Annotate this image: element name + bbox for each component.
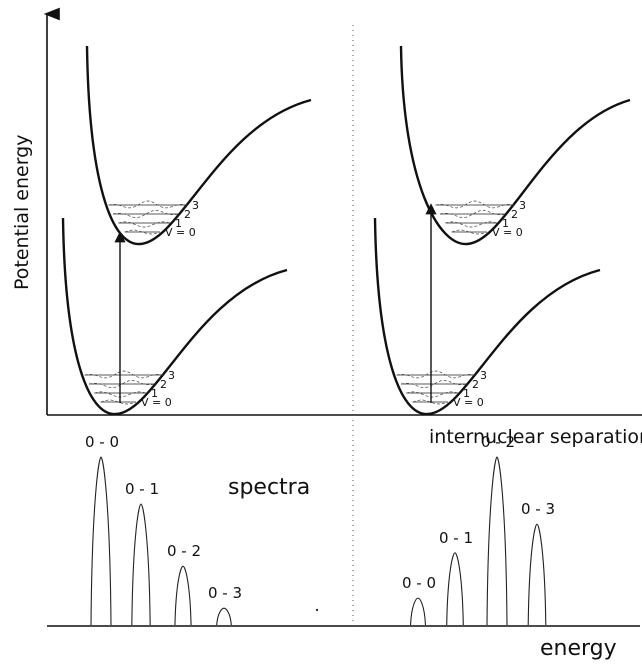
spectrum-peak: [216, 607, 232, 626]
spectrum-peak-label: 0 - 3: [208, 584, 242, 602]
vibrational-wavefunction: [412, 399, 449, 405]
potential-curve: [373, 217, 601, 416]
spectrum-peak-label: 0 - 3: [521, 500, 555, 518]
spectrum-peak: [446, 552, 464, 626]
spectrum-peak: [527, 523, 547, 626]
spectrum-peak: [174, 565, 192, 626]
vibrational-wavefunction: [84, 370, 164, 379]
potential-curve: [61, 217, 288, 416]
vibrational-level-label: 1: [151, 387, 158, 400]
vibrational-level-label: V = 0: [141, 396, 172, 409]
vibrational-wavefunction: [124, 229, 161, 235]
spectrum-peak-label: 0 - 1: [125, 480, 159, 498]
spectrum-right: 0 - 0 0 - 1 0 - 2 0 - 3: [402, 433, 555, 626]
vibrational-level-label: V = 0: [453, 396, 484, 409]
spectrum-peak-label: 0 - 2: [481, 433, 515, 451]
stray-dot: [315, 608, 319, 612]
spectrum-peak: [409, 597, 427, 626]
vibrational-level-label: 2: [184, 208, 191, 221]
spectra-label: spectra: [228, 475, 310, 500]
spectrum-left: 0 - 0 0 - 1 0 - 2 0 - 3: [85, 433, 242, 626]
vibrational-wavefunction: [435, 200, 515, 209]
vibrational-level-label: 1: [502, 217, 509, 230]
vibrational-wavefunction: [396, 370, 476, 379]
vibrational-wavefunction: [118, 221, 171, 228]
vibrational-wavefunction: [88, 380, 156, 388]
vibrational-level-label: 1: [175, 217, 182, 230]
potential-curve: [85, 45, 312, 246]
vibrational-level-label: 3: [192, 199, 199, 212]
vibrational-level-label: 2: [160, 378, 167, 391]
vibrational-level-label: V = 0: [165, 226, 196, 239]
y-axis-label: Potential energy: [11, 135, 33, 290]
vibrational-level-label: 3: [519, 199, 526, 212]
vibrational-wavefunction: [112, 210, 180, 218]
vibrational-level-label: 2: [472, 378, 479, 391]
spectrum-peak-label: 0 - 1: [439, 529, 473, 547]
x-axis-label: internuclear separation: [429, 426, 642, 448]
vibrational-level-label: V = 0: [492, 226, 523, 239]
vibrational-level-label: 3: [480, 369, 487, 382]
vibrational-level-label: 2: [511, 208, 518, 221]
spectrum-peak-label: 0 - 2: [167, 542, 201, 560]
vibrational-level-label: 1: [463, 387, 470, 400]
vibrational-wavefunction: [439, 210, 507, 218]
vibrational-wavefunction: [451, 229, 488, 235]
spectrum-peak: [486, 456, 508, 626]
potential-curve: [399, 45, 631, 246]
vibrational-level-label: 3: [168, 369, 175, 382]
spectrum-peak-label: 0 - 0: [85, 433, 119, 451]
vibrational-wavefunction: [406, 391, 459, 398]
vibrational-wavefunction: [108, 200, 188, 209]
energy-axis-label: energy: [540, 636, 617, 661]
vibrational-wavefunction: [400, 380, 468, 388]
vibrational-wavefunction: [100, 399, 137, 405]
spectrum-peak: [131, 503, 151, 626]
vibrational-wavefunction: [445, 221, 498, 228]
spectrum-peak-label: 0 - 0: [402, 574, 436, 592]
spectrum-peak: [90, 456, 112, 626]
